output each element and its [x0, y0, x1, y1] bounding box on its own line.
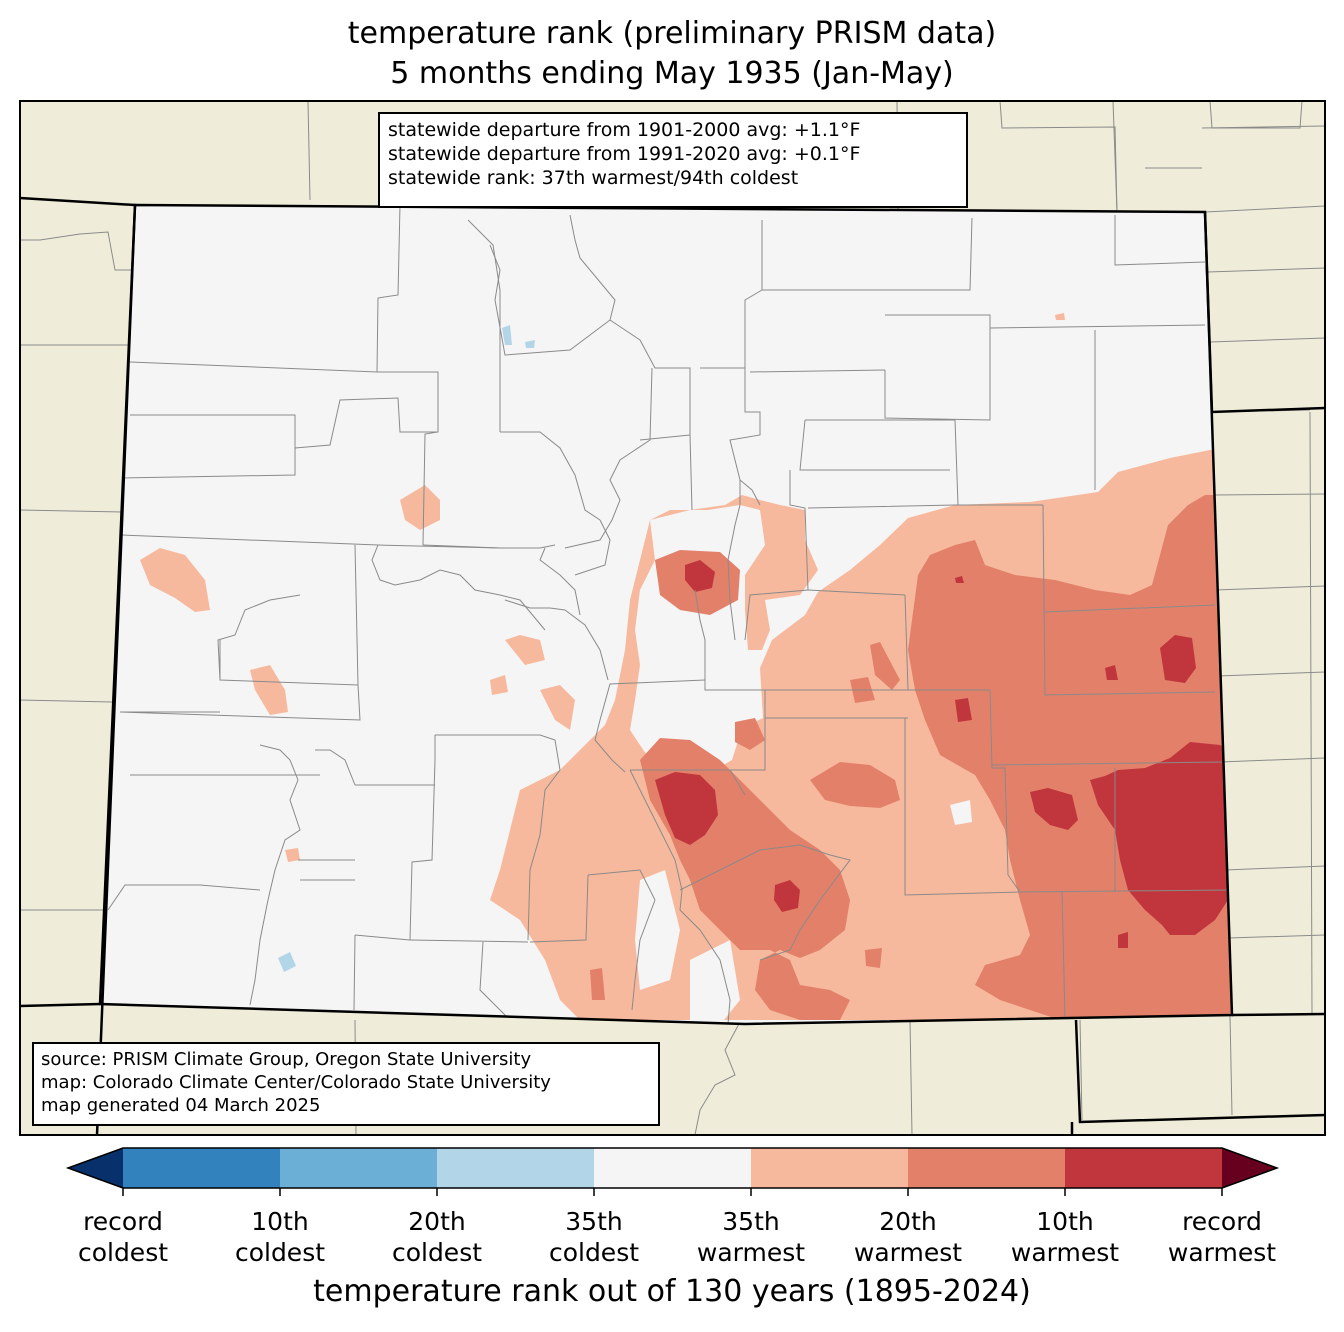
colorbar-bin-warm-2	[908, 1148, 1065, 1188]
colorbar-tick-label-20th-coldest: 20th coldest	[391, 1207, 483, 1267]
colorbar-tick-label-35th-warmest: 35th warmest	[696, 1207, 806, 1267]
colorbar-bin-cold-2	[280, 1148, 437, 1188]
colorado-border	[98, 203, 1234, 1026]
source-line: source: PRISM Climate Group, Oregon Stat…	[41, 1049, 532, 1070]
map-frame	[19, 100, 1326, 1136]
neighbor-county-lines	[20, 101, 1325, 1135]
colorbar-tick-label-record-coldest: record coldest	[77, 1207, 169, 1267]
colorbar	[65, 1147, 1280, 1196]
generated-date-line: map generated 04 March 2025	[41, 1095, 321, 1116]
county-lines	[107, 205, 1229, 1024]
colorbar-extend-cold	[68, 1148, 123, 1188]
colorbar-tick-label-10th-warmest: 10th warmest	[1010, 1207, 1120, 1267]
colorbar-tick-label-record-warmest: record warmest	[1167, 1207, 1277, 1267]
stats-departure-1991-2020: statewide departure from 1991-2020 avg: …	[388, 143, 861, 165]
map-subtitle: 5 months ending May 1935 (Jan-May)	[390, 56, 954, 91]
stats-statewide-rank: statewide rank: 37th warmest/94th coldes…	[388, 167, 799, 189]
colorbar-bin-cold-1	[123, 1148, 280, 1188]
colorbar-bin-warm-1	[751, 1148, 908, 1188]
colorbar-ticks	[122, 1188, 1223, 1196]
stats-departure-1901-2000: statewide departure from 1901-2000 avg: …	[388, 119, 861, 141]
colorbar-axis-label: temperature rank out of 130 years (1895-…	[313, 1274, 1031, 1309]
colorbar-extend-warm	[1222, 1148, 1277, 1188]
colorbar-tick-label-20th-warmest: 20th warmest	[853, 1207, 963, 1267]
colorbar-bin-cold-3	[437, 1148, 594, 1188]
source-box: source: PRISM Climate Group, Oregon Stat…	[32, 1042, 660, 1126]
warm-tier3-areas	[655, 560, 1232, 948]
state-boundaries	[19, 196, 1326, 1135]
map-credit-line: map: Colorado Climate Center/Colorado St…	[41, 1072, 551, 1093]
colorbar-tick-label-35th-coldest: 35th coldest	[548, 1207, 640, 1267]
neutral-holes	[635, 630, 972, 1024]
colorbar-bin-neutral	[594, 1148, 751, 1188]
colorbar-tick-label-10th-coldest: 10th coldest	[234, 1207, 326, 1267]
map-title: temperature rank (preliminary PRISM data…	[347, 16, 997, 51]
rank-shading	[100, 205, 1232, 1024]
statewide-stats-box: statewide departure from 1901-2000 avg: …	[378, 112, 968, 208]
cold-tier3-areas	[278, 325, 535, 972]
colorbar-bin-warm-3	[1065, 1148, 1222, 1188]
